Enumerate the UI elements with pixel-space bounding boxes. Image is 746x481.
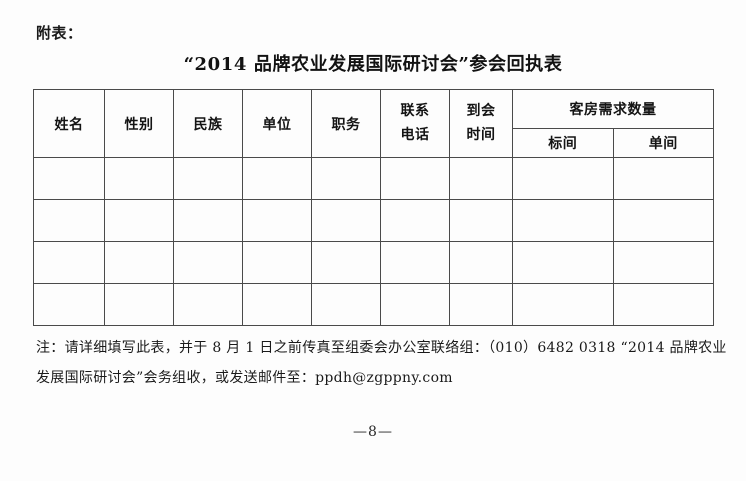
table-row[interactable]: [33, 199, 714, 242]
cell-name[interactable]: [33, 241, 105, 284]
cell-standard-room[interactable]: [512, 199, 614, 242]
cell-arrival-time[interactable]: [449, 157, 513, 200]
cell-single-room[interactable]: [612, 157, 714, 200]
cell-name[interactable]: [33, 157, 105, 200]
column-header-name: 姓名: [33, 89, 105, 158]
cell-single-room[interactable]: [612, 199, 714, 242]
cell-ethnicity[interactable]: [173, 241, 243, 284]
cell-organization[interactable]: [242, 283, 312, 326]
column-header-position: 职务: [311, 89, 381, 158]
cell-gender[interactable]: [104, 283, 174, 326]
cell-arrival-time[interactable]: [449, 283, 513, 326]
column-header-phone-line1: 联系: [400, 103, 430, 120]
cell-standard-room[interactable]: [512, 283, 614, 326]
cell-organization[interactable]: [242, 199, 312, 242]
cell-position[interactable]: [311, 199, 381, 242]
cell-arrival-time[interactable]: [449, 199, 513, 242]
cell-phone[interactable]: [380, 199, 450, 242]
cell-single-room[interactable]: [612, 283, 714, 326]
cell-standard-room[interactable]: [512, 241, 614, 284]
column-header-room-demand-group: 客房需求数量: [512, 89, 714, 129]
table-header-row-top: 姓名 性别 民族 单位 职务 联系 电话 到会 时间 客房需求数量: [33, 89, 714, 158]
column-header-arrival-time-line1: 到会: [466, 103, 496, 120]
table-row[interactable]: [33, 283, 714, 326]
registration-table: 姓名 性别 民族 单位 职务 联系 电话 到会 时间 客房需求数量 标间 单间: [33, 89, 714, 326]
cell-position[interactable]: [311, 157, 381, 200]
cell-phone[interactable]: [380, 241, 450, 284]
table-row[interactable]: [33, 241, 714, 284]
table-row[interactable]: [33, 157, 714, 200]
cell-organization[interactable]: [242, 157, 312, 200]
notes-block: 注：请详细填写此表，并于 8 月 1 日之前传真至组委会办公室联络组：（010）…: [36, 334, 727, 393]
column-header-organization: 单位: [242, 89, 312, 158]
cell-position[interactable]: [311, 241, 381, 284]
cell-single-room[interactable]: [612, 241, 714, 284]
table-header: 姓名 性别 民族 单位 职务 联系 电话 到会 时间 客房需求数量 标间 单间: [33, 89, 714, 158]
cell-phone[interactable]: [380, 283, 450, 326]
cell-position[interactable]: [311, 283, 381, 326]
cell-phone[interactable]: [380, 157, 450, 200]
table-header-row-sub: 标间 单间: [34, 128, 714, 158]
cell-name[interactable]: [33, 283, 105, 326]
page-title: “2014 品牌农业发展国际研讨会”参会回执表: [183, 54, 563, 75]
column-header-phone: 联系 电话: [380, 89, 450, 158]
note-line-1: 注：请详细填写此表，并于 8 月 1 日之前传真至组委会办公室联络组：（010）…: [36, 340, 727, 356]
table-body: [33, 157, 714, 326]
note-line-2: 发展国际研讨会”会务组收，或发送邮件至：ppdh@zgppny.com: [36, 369, 453, 386]
column-header-single-room: 单间: [612, 128, 714, 158]
cell-organization[interactable]: [242, 241, 312, 284]
column-header-ethnicity: 民族: [173, 89, 243, 158]
cell-arrival-time[interactable]: [449, 241, 513, 284]
column-header-arrival-time: 到会 时间: [449, 89, 513, 158]
cell-ethnicity[interactable]: [173, 199, 243, 242]
page-number: —8—: [353, 424, 393, 440]
cell-name[interactable]: [33, 199, 105, 242]
cell-gender[interactable]: [104, 157, 174, 200]
cell-gender[interactable]: [104, 241, 174, 284]
column-header-phone-line2: 电话: [400, 126, 430, 143]
cell-standard-room[interactable]: [512, 157, 614, 200]
cell-ethnicity[interactable]: [173, 283, 243, 326]
cell-ethnicity[interactable]: [173, 157, 243, 200]
column-header-arrival-time-line2: 时间: [466, 126, 496, 143]
attachment-label: 附表：: [36, 24, 83, 42]
column-header-standard-room: 标间: [512, 128, 614, 158]
cell-gender[interactable]: [104, 199, 174, 242]
column-header-gender: 性别: [104, 89, 174, 158]
